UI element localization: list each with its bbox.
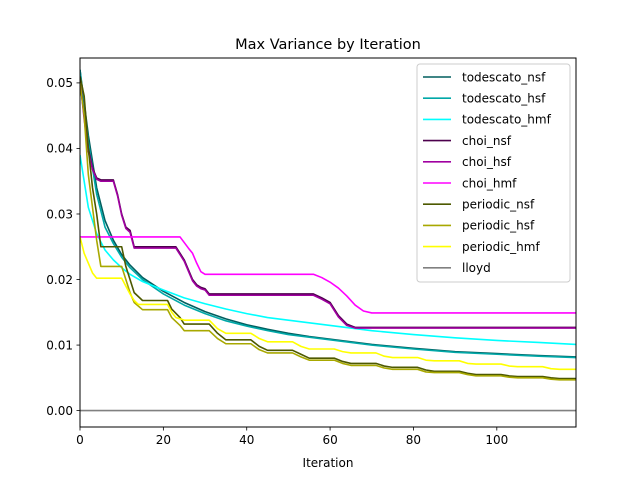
x-tick-label: 20: [156, 433, 171, 447]
legend-label-todescato_hmf: todescato_hmf: [462, 113, 552, 127]
y-axis: 0.00 0.01 0.02 0.03 0.04 0.05: [46, 76, 80, 418]
legend-box: [416, 63, 571, 283]
legend-label-choi_hsf: choi_hsf: [462, 155, 512, 169]
y-tick-label: 0.03: [46, 207, 73, 221]
series-line-todescato_hmf: [80, 154, 576, 346]
series-line-periodic_nsf: [80, 76, 576, 380]
series-line-choi_hmf: [80, 236, 576, 314]
series-line-todescato_hsf: [80, 69, 576, 359]
x-tick-label: 60: [322, 433, 337, 447]
plot-area: [79, 57, 577, 428]
axes-frame: [79, 57, 577, 428]
series-line-periodic_hsf: [80, 82, 576, 381]
x-tick-label: 100: [485, 433, 508, 447]
legend-label-choi_hmf: choi_hmf: [462, 176, 517, 190]
x-axis-label: Iteration: [303, 456, 354, 470]
chart-title: Max Variance by Iteration: [235, 37, 421, 53]
y-tick-label: 0.05: [46, 76, 73, 90]
y-tick-label: 0.04: [46, 142, 73, 156]
y-tick-label: 0.00: [46, 404, 73, 418]
legend-label-lloyd: lloyd: [462, 261, 491, 275]
legend-label-todescato_nsf: todescato_nsf: [462, 70, 546, 84]
x-tick-label: 40: [239, 433, 254, 447]
x-tick-label: 80: [406, 433, 421, 447]
legend-label-choi_nsf: choi_nsf: [462, 134, 512, 148]
legend-label-todescato_hsf: todescato_hsf: [462, 92, 546, 106]
series-layer: [80, 69, 576, 412]
y-tick-label: 0.01: [46, 338, 73, 352]
series-line-periodic_hmf: [80, 236, 576, 371]
legend-label-periodic_hmf: periodic_hmf: [462, 240, 540, 254]
legend-label-periodic_hsf: periodic_hsf: [462, 219, 535, 233]
legend: todescato_nsf todescato_hsf todescato_hmfc…: [416, 63, 571, 283]
series-line-choi_hsf: [80, 79, 576, 329]
legend-label-periodic_nsf: periodic_nsf: [462, 198, 535, 212]
y-tick-label: 0.02: [46, 273, 73, 287]
x-axis: 0 20 40 60 80 100: [76, 427, 508, 447]
x-tick-label: 0: [76, 433, 84, 447]
